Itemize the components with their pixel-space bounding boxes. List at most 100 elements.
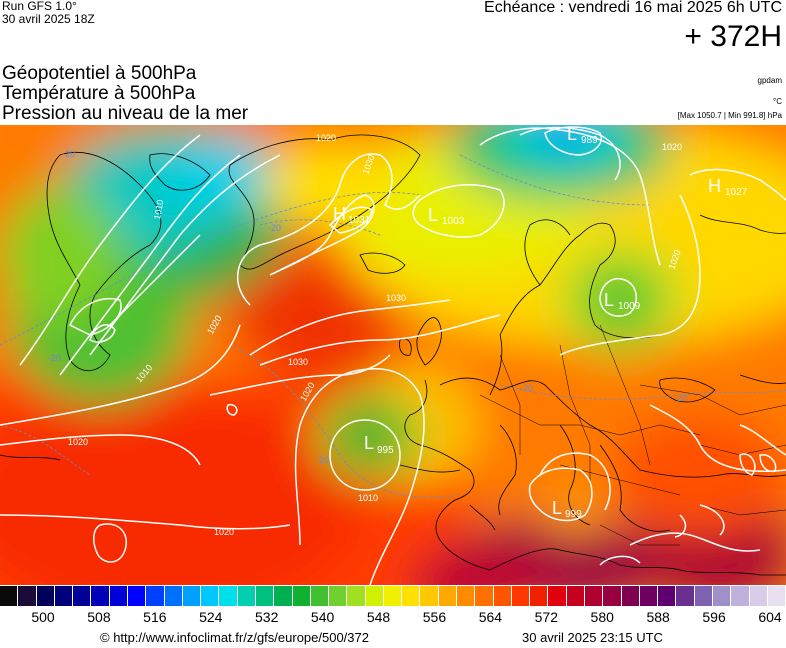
scale-swatch	[146, 586, 165, 606]
pressure-centers: L 989 H 1027 H 1031 L 1003 L 1009 L 995	[333, 125, 748, 520]
temperature-label: -20	[520, 383, 533, 393]
isobar-label: 1020	[662, 142, 682, 152]
scale-swatch	[475, 586, 494, 606]
coastlines	[0, 134, 786, 576]
scale-swatch	[712, 586, 732, 606]
scale-tick-label: 500	[31, 609, 55, 625]
unit-pressure-range: [Max 1050.7 | Min 991.8] hPa	[677, 111, 782, 120]
temperature-labels: -20 -20 -20 -20 -20 -20	[48, 149, 687, 465]
high-center-1027: H 1027	[708, 176, 748, 198]
scale-swatch	[621, 586, 640, 606]
scale-swatch	[182, 586, 202, 606]
scale-tick-label: 556	[422, 609, 447, 625]
scale-swatch	[274, 586, 293, 606]
scale-swatch	[749, 586, 768, 606]
scale-swatch	[585, 586, 604, 606]
center-letter: H	[708, 176, 721, 196]
scale-swatch	[329, 586, 348, 606]
isobar-label: 1020	[68, 437, 88, 447]
center-value: 1027	[725, 187, 748, 198]
center-letter: L	[364, 433, 374, 453]
center-value: 1009	[618, 301, 641, 312]
scale-swatch	[694, 586, 713, 606]
low-center-995: L 995	[364, 433, 394, 456]
run-date-label: 30 avril 2025 18Z	[2, 12, 95, 26]
scale-swatch	[438, 586, 458, 606]
source-credit: © http://www.infoclimat.fr/z/gfs/europe/…	[100, 630, 369, 645]
scale-swatch	[255, 586, 275, 606]
scale-ticks: 500 508 516 524 532 540 548 556 564 572 580 588 596 6…	[0, 609, 786, 627]
center-letter: L	[567, 125, 577, 144]
scale-tick-label: 524	[199, 609, 223, 625]
scale-swatch	[54, 586, 74, 606]
temperature-label: -20	[268, 223, 281, 233]
isobar-label: 1010	[152, 199, 165, 220]
isobars	[0, 126, 786, 585]
scale-swatch	[365, 586, 384, 606]
scale-swatch	[731, 586, 750, 606]
center-letter: L	[428, 205, 438, 225]
low-center-989: L 989	[567, 125, 598, 146]
scale-swatch	[603, 586, 622, 606]
high-center-1031: H 1031	[333, 204, 371, 226]
center-letter: H	[333, 204, 346, 224]
scale-swatch	[292, 586, 311, 606]
scale-swatch	[109, 586, 128, 606]
scale-swatch	[91, 586, 110, 606]
scale-swatch	[201, 586, 220, 606]
scale-tick-label: 532	[255, 609, 279, 625]
scale-swatch	[127, 586, 147, 606]
isobar-label: 1010	[358, 493, 378, 503]
model-run-label: Run GFS 1.0°	[2, 0, 77, 13]
low-center-1009: L 1009	[604, 290, 641, 312]
lead-time-label: + 372H	[684, 20, 782, 53]
unit-temperature: °C	[773, 97, 782, 106]
temperature-label: -20	[48, 353, 61, 363]
scale-tick-label: 604	[758, 609, 782, 625]
unit-geopotential: gpdam	[757, 76, 782, 85]
weather-map: L 989 H 1027 H 1031 L 1003 L 1009 L 995	[0, 125, 786, 585]
center-value: 989	[581, 135, 598, 146]
scale-swatch	[639, 586, 659, 606]
color-scale	[0, 586, 786, 606]
isobar-label: 1030	[386, 293, 406, 303]
center-value: 1031	[348, 215, 371, 226]
scale-swatch	[402, 586, 421, 606]
isobar-label: 1030	[288, 357, 308, 367]
scale-swatch	[511, 586, 531, 606]
scale-tick-label: 508	[87, 609, 111, 625]
scale-tick-label: 564	[478, 609, 503, 625]
scale-tick-label: 540	[310, 609, 335, 625]
scale-swatch	[457, 586, 476, 606]
scale-swatch	[767, 586, 786, 606]
title-geopotential: Géopotentiel à 500hPa	[2, 63, 197, 84]
scale-swatch	[18, 586, 37, 606]
scale-swatch	[658, 586, 677, 606]
scale-swatch	[383, 586, 403, 606]
scale-swatch	[0, 586, 19, 606]
scale-swatch	[164, 586, 183, 606]
scale-swatch	[219, 586, 238, 606]
borders	[479, 324, 786, 546]
scale-swatch	[36, 586, 55, 606]
scale-swatch	[73, 586, 92, 606]
isobar-label: 1020	[316, 133, 336, 143]
scale-swatch	[548, 586, 567, 606]
scale-swatch	[347, 586, 366, 606]
center-letter: L	[604, 290, 614, 310]
temperature-label: -20	[316, 455, 329, 465]
scale-tick-label: 596	[702, 609, 726, 625]
scale-swatch	[237, 586, 256, 606]
scale-swatch	[310, 586, 330, 606]
center-value: 1003	[442, 216, 465, 227]
center-value: 995	[377, 445, 394, 456]
issued-time: 30 avril 2025 23:15 UTC	[522, 630, 663, 645]
valid-time-label: Echéance : vendredi 16 mai 2025 6h UTC	[484, 0, 782, 16]
scale-tick-label: 588	[646, 609, 670, 625]
scale-tick-label: 580	[590, 609, 614, 625]
geopotential-field	[0, 125, 786, 585]
temperature-label: -20	[674, 393, 687, 403]
scale-swatch	[676, 586, 695, 606]
center-letter: L	[552, 498, 562, 518]
low-center-1003: L 1003	[428, 205, 465, 227]
